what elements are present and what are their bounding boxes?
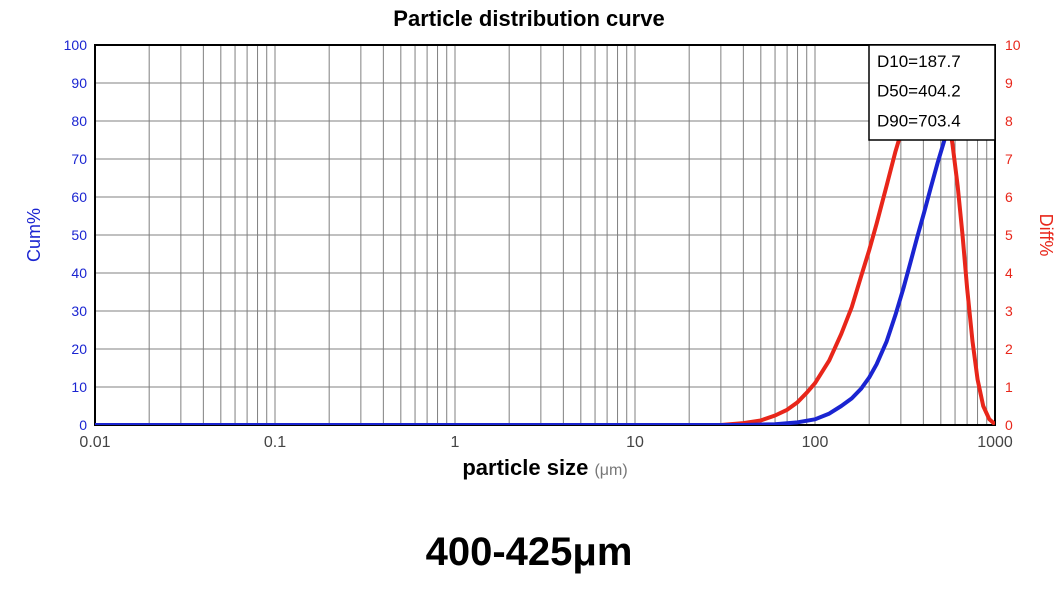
info-box-line: D10=187.7	[877, 52, 961, 71]
y-left-tick-label: 40	[71, 265, 87, 281]
y-left-tick-label: 0	[79, 417, 87, 433]
y-right-label: Diff%	[1036, 214, 1056, 257]
y-left-tick-label: 70	[71, 151, 87, 167]
x-tick-label: 10	[626, 434, 644, 451]
y-right-tick-label: 3	[1005, 303, 1013, 319]
chart-title: Particle distribution curve	[0, 6, 1058, 32]
y-right-tick-label: 7	[1005, 151, 1013, 167]
y-right-tick-label: 10	[1005, 37, 1021, 53]
y-right-tick-label: 0	[1005, 417, 1013, 433]
y-left-tick-label: 90	[71, 75, 87, 91]
y-right-tick-label: 6	[1005, 189, 1013, 205]
x-tick-label: 1	[451, 434, 460, 451]
y-left-tick-label: 60	[71, 189, 87, 205]
y-right-tick-label: 5	[1005, 227, 1013, 243]
chart-svg: 0.010.1110100100001020304050607080901000…	[0, 0, 1058, 500]
y-right-tick-label: 1	[1005, 379, 1013, 395]
y-right-tick-label: 2	[1005, 341, 1013, 357]
x-tick-label: 0.1	[264, 434, 286, 451]
info-box-line: D50=404.2	[877, 82, 961, 101]
y-right-tick-label: 9	[1005, 75, 1013, 91]
x-tick-label: 0.01	[79, 434, 110, 451]
x-axis-label: particle size (μm)	[462, 455, 627, 480]
y-right-tick-label: 8	[1005, 113, 1013, 129]
chart-subtitle: 400-425μm	[0, 530, 1058, 575]
y-right-tick-label: 4	[1005, 265, 1013, 281]
x-tick-label: 1000	[977, 434, 1013, 451]
y-left-tick-label: 30	[71, 303, 87, 319]
y-left-tick-label: 10	[71, 379, 87, 395]
info-box-line: D90=703.4	[877, 111, 961, 130]
y-left-tick-label: 50	[71, 227, 87, 243]
y-left-tick-label: 20	[71, 341, 87, 357]
y-left-label: Cum%	[24, 208, 44, 262]
y-left-tick-label: 80	[71, 113, 87, 129]
chart-container: Particle distribution curve 0.010.111010…	[0, 0, 1058, 610]
y-left-tick-label: 100	[64, 37, 88, 53]
x-tick-label: 100	[802, 434, 829, 451]
